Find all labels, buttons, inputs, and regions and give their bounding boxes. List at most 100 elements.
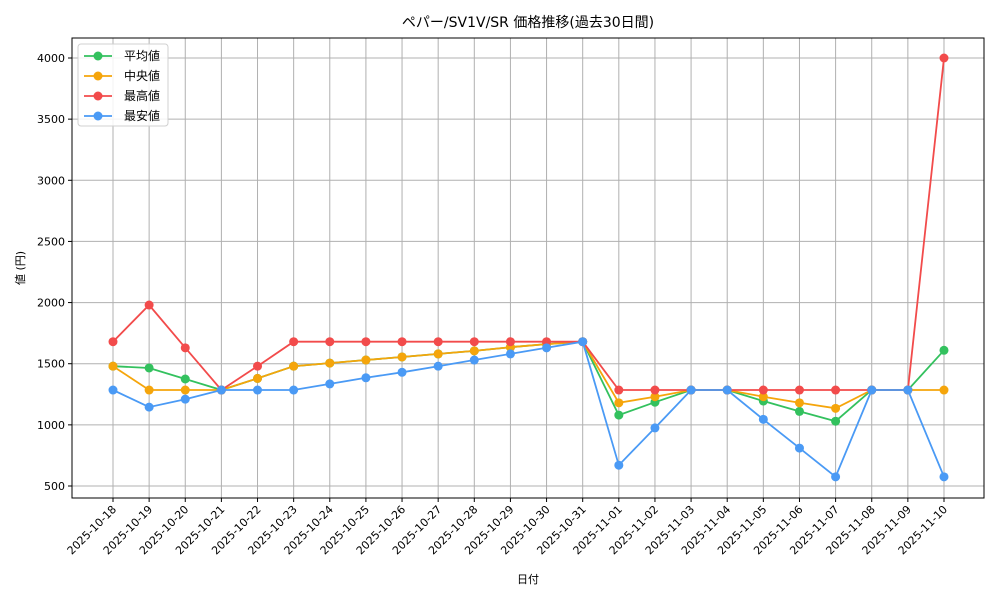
data-point	[831, 403, 841, 413]
data-point	[144, 300, 154, 310]
data-point	[325, 337, 335, 347]
y-tick-label: 4000	[37, 52, 65, 65]
y-tick-label: 1500	[37, 358, 65, 371]
data-point	[614, 398, 624, 408]
data-point	[469, 346, 479, 356]
legend-marker-icon	[93, 71, 103, 81]
data-point	[433, 349, 443, 359]
series-2	[108, 53, 949, 395]
data-point	[505, 337, 515, 347]
chart-title: ペパー/SV1V/SR 価格推移(過去30日間)	[401, 15, 655, 31]
y-tick-label: 3500	[37, 113, 65, 126]
data-point	[433, 361, 443, 371]
grid-lines	[72, 38, 984, 498]
data-point	[686, 385, 696, 395]
data-point	[361, 373, 371, 383]
data-point	[180, 394, 190, 404]
data-point	[253, 385, 263, 395]
legend-item: 平均値	[84, 48, 160, 63]
data-point	[794, 443, 804, 453]
data-point	[108, 385, 118, 395]
data-point	[650, 392, 660, 402]
data-point	[939, 472, 949, 482]
y-tick-label: 2000	[37, 297, 65, 310]
series-1	[108, 337, 949, 413]
data-point	[325, 379, 335, 389]
data-point	[361, 355, 371, 365]
data-point	[939, 345, 949, 355]
legend-item: 最高値	[84, 88, 160, 103]
data-point	[614, 410, 624, 420]
plot-frame	[71, 37, 985, 499]
x-axis: 2025-10-182025-10-192025-10-202025-10-21…	[65, 498, 950, 557]
series-line	[112, 340, 945, 479]
data-point	[794, 406, 804, 416]
data-point	[939, 385, 949, 395]
data-point	[397, 352, 407, 362]
data-point	[397, 367, 407, 377]
data-point	[289, 337, 299, 347]
data-point	[578, 337, 588, 347]
data-point	[108, 337, 118, 347]
y-axis: 500 1000 1500 2000 2500 3000 3500 4000	[37, 52, 72, 493]
data-point	[614, 385, 624, 395]
data-point	[469, 355, 479, 365]
legend-marker-icon	[93, 111, 103, 121]
data-point	[253, 361, 263, 371]
legend-label: 中央値	[124, 68, 160, 83]
data-point	[397, 337, 407, 347]
data-point	[831, 472, 841, 482]
data-point	[831, 385, 841, 395]
data-point	[939, 53, 949, 63]
data-point	[794, 385, 804, 395]
legend-label: 最安値	[124, 108, 160, 123]
data-point	[758, 385, 768, 395]
legend-marker-icon	[93, 91, 103, 101]
legend-label: 平均値	[124, 48, 160, 63]
data-point	[867, 385, 877, 395]
series-3	[108, 337, 949, 482]
x-axis-label: 日付	[517, 573, 539, 586]
series-line	[112, 340, 945, 423]
data-point	[144, 385, 154, 395]
data-point	[180, 374, 190, 384]
data-point	[794, 398, 804, 408]
data-point	[650, 423, 660, 433]
data-point	[758, 414, 768, 424]
data-point	[180, 385, 190, 395]
y-tick-label: 2500	[37, 235, 65, 248]
legend-item: 中央値	[84, 68, 160, 83]
data-point	[469, 337, 479, 347]
series-line	[112, 57, 945, 392]
data-point	[216, 385, 226, 395]
data-point	[180, 343, 190, 353]
data-point	[650, 385, 660, 395]
legend-box	[77, 43, 169, 127]
data-point	[433, 337, 443, 347]
series-layer	[108, 53, 949, 482]
data-point	[253, 373, 263, 383]
data-point	[289, 361, 299, 371]
data-point	[361, 337, 371, 347]
data-point	[614, 460, 624, 470]
data-point	[542, 343, 552, 353]
y-tick-label: 1000	[37, 419, 65, 432]
y-axis-label: 値 (円)	[14, 251, 27, 285]
data-point	[144, 363, 154, 373]
data-point	[758, 392, 768, 402]
data-point	[831, 416, 841, 426]
y-tick-label: 500	[44, 480, 65, 493]
data-point	[903, 385, 913, 395]
y-tick-label: 3000	[37, 174, 65, 187]
data-point	[722, 385, 732, 395]
data-point	[108, 361, 118, 371]
data-point	[144, 402, 154, 412]
data-point	[289, 385, 299, 395]
data-point	[325, 358, 335, 368]
legend-marker-icon	[93, 51, 103, 61]
legend-item: 最安値	[84, 108, 160, 123]
legend-label: 最高値	[124, 88, 160, 103]
data-point	[505, 349, 515, 359]
